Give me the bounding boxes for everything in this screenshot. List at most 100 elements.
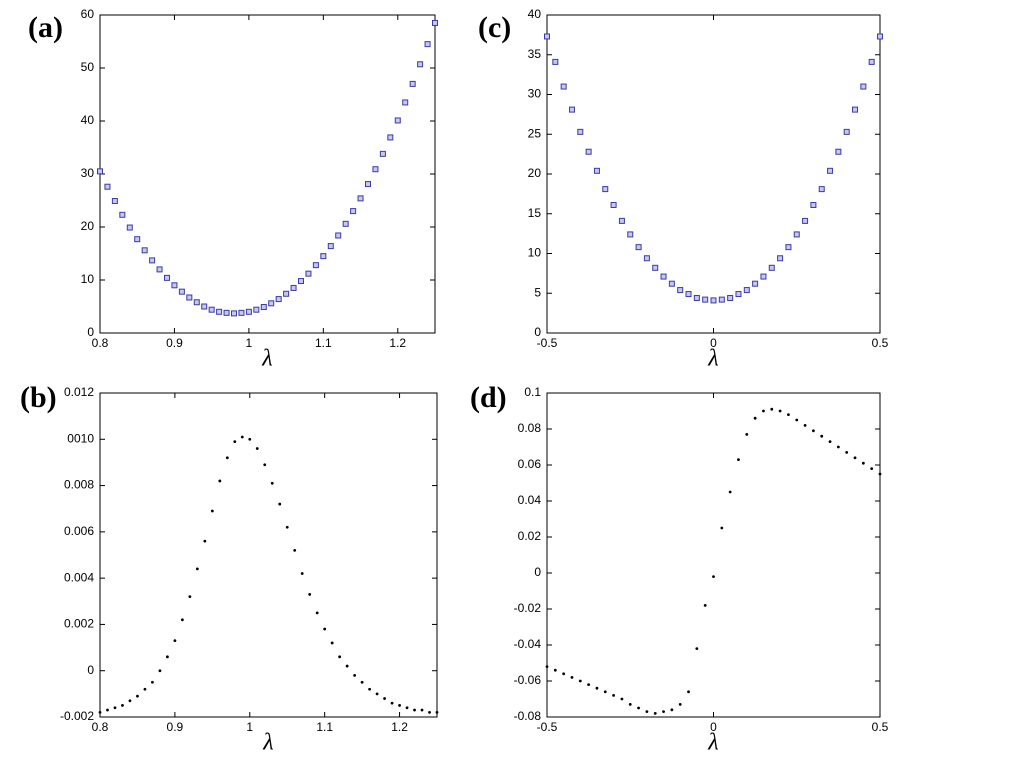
- point: [653, 712, 657, 715]
- point: [562, 672, 566, 676]
- point: [111, 198, 118, 205]
- point: [777, 255, 784, 262]
- point: [136, 694, 139, 698]
- point: [603, 690, 607, 694]
- point: [375, 692, 379, 696]
- point: [712, 575, 715, 578]
- point: [97, 168, 103, 175]
- point: [151, 680, 154, 684]
- y-tick-label: 0: [87, 663, 94, 677]
- panel-label: (c): [478, 11, 511, 44]
- point: [300, 572, 304, 575]
- point: [737, 458, 740, 461]
- point: [785, 244, 792, 251]
- point: [290, 284, 297, 291]
- point: [612, 694, 615, 697]
- point: [338, 655, 342, 659]
- x-axis-label: λ: [262, 730, 273, 756]
- point: [218, 479, 222, 483]
- point: [768, 264, 775, 271]
- point: [662, 710, 665, 713]
- point: [693, 295, 700, 302]
- point: [104, 183, 111, 190]
- point: [420, 708, 424, 712]
- point: [703, 604, 707, 607]
- y-tick-label: -0.04: [514, 637, 542, 651]
- point: [836, 445, 840, 449]
- point: [820, 434, 824, 438]
- point: [593, 167, 600, 174]
- point: [285, 525, 289, 529]
- point: [180, 618, 184, 622]
- point: [652, 264, 659, 271]
- x-tick-label: -0.5: [537, 720, 558, 734]
- point: [233, 440, 237, 443]
- y-tick-label: 40: [528, 7, 542, 21]
- point: [778, 409, 782, 413]
- y-tick-label: 0.02: [518, 529, 542, 543]
- point: [166, 655, 169, 659]
- axes-frame: [99, 392, 438, 718]
- point: [578, 679, 582, 683]
- point: [424, 41, 431, 48]
- axes-frame: [546, 14, 881, 334]
- point: [417, 61, 424, 68]
- x-tick-label: 0: [710, 336, 717, 350]
- point: [203, 539, 207, 543]
- point: [853, 456, 857, 460]
- point: [253, 306, 260, 313]
- x-tick-label: 1.1: [316, 720, 333, 734]
- y-tick-label: 40: [81, 113, 95, 127]
- y-tick-label: 0.008: [64, 478, 94, 492]
- point: [668, 280, 675, 287]
- point: [335, 232, 342, 239]
- point: [827, 167, 834, 174]
- x-tick-label: 0.5: [872, 336, 889, 350]
- point: [188, 595, 192, 599]
- point: [762, 409, 765, 413]
- point: [843, 128, 850, 135]
- point: [402, 99, 409, 106]
- point: [413, 708, 416, 712]
- point: [398, 704, 401, 707]
- point: [268, 300, 275, 307]
- x-tick-label: -0.5: [537, 336, 558, 350]
- point: [201, 303, 208, 310]
- point: [225, 456, 229, 460]
- y-tick-label: 0: [87, 325, 94, 339]
- y-tick-label: 0: [534, 325, 541, 339]
- point: [283, 290, 290, 297]
- y-tick-label: 0.04: [518, 493, 542, 507]
- point: [365, 181, 371, 188]
- y-tick-label: 10: [81, 272, 95, 286]
- point: [793, 231, 800, 238]
- panel-label: (b): [20, 381, 57, 414]
- y-tick-label: 20: [528, 166, 542, 180]
- point: [753, 416, 757, 420]
- point: [627, 231, 634, 238]
- point: [308, 592, 312, 596]
- point: [727, 295, 734, 302]
- point: [208, 306, 215, 313]
- point: [260, 304, 267, 311]
- point: [178, 288, 185, 295]
- point: [263, 463, 267, 467]
- point: [770, 407, 774, 411]
- point: [828, 440, 832, 443]
- y-tick-label: -0.06: [514, 673, 542, 687]
- y-tick-label: 5: [534, 285, 541, 299]
- point: [861, 461, 865, 465]
- point: [710, 297, 717, 304]
- y-tick-label: -0.002: [60, 709, 94, 723]
- point: [119, 211, 126, 218]
- point: [735, 291, 742, 298]
- point: [405, 706, 409, 710]
- point: [238, 309, 245, 316]
- y-tick-label: 50: [81, 60, 95, 74]
- x-tick-label: 1.2: [391, 720, 408, 734]
- point: [868, 58, 875, 65]
- point: [560, 83, 567, 90]
- point: [245, 308, 252, 315]
- point: [298, 278, 304, 285]
